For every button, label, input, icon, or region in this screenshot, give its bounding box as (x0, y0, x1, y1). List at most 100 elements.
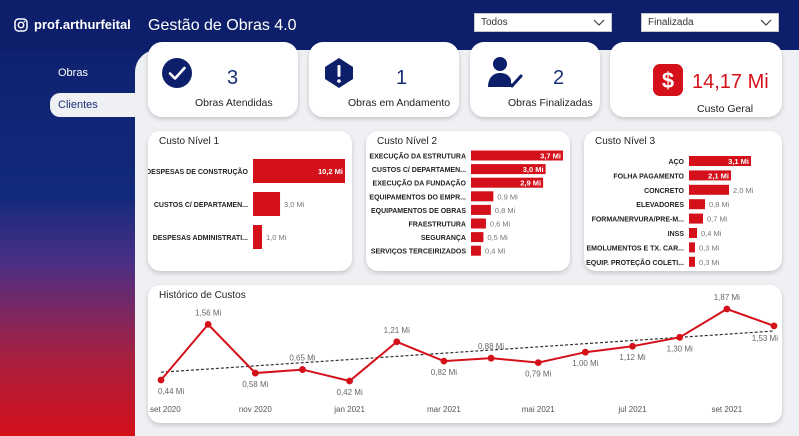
chart-title: Histórico de Custos (159, 290, 246, 301)
chart-title: Custo Nível 1 (159, 136, 220, 147)
kpi-obras-finalizadas: 2 Obras Finalizadas (470, 42, 600, 117)
data-point[interactable] (157, 376, 165, 384)
point-value-label: 0,79 Mi (525, 370, 551, 379)
data-point[interactable] (487, 354, 495, 362)
data-point[interactable] (440, 357, 448, 365)
x-tick-label: jul 2021 (618, 405, 648, 414)
custo-nivel-3-panel: Custo Nível 3 AÇO 3,1 Mi FOLHA PAGAMENTO 2,… (584, 131, 782, 271)
nav-item-obras[interactable]: Obras (50, 61, 136, 85)
data-point[interactable] (581, 348, 589, 356)
bar-value-label: 2,1 Mi (708, 171, 729, 180)
bar[interactable] (253, 192, 281, 216)
data-point[interactable] (204, 320, 212, 328)
kpi-value: 14,17 Mi (692, 71, 769, 93)
bar-value-label: 0,6 Mi (490, 220, 511, 229)
point-value-label: 0,42 Mi (336, 388, 362, 397)
bar[interactable] (689, 156, 751, 166)
bar-category-label: SERVIÇOS TERCEIRIZADOS (371, 249, 466, 256)
bar-value-label: 2,0 Mi (733, 186, 754, 195)
bar[interactable] (689, 184, 729, 195)
user-check-icon (487, 55, 523, 94)
bar[interactable] (471, 177, 544, 188)
bar-value-label: 0,9 Mi (497, 192, 518, 201)
chart-title: Custo Nível 3 (595, 136, 656, 147)
status-filter-dropdown[interactable]: Todos (474, 13, 612, 32)
bar-category-label: EXECUÇÃO DA ESTRUTURA (369, 152, 466, 161)
point-value-label: 1,30 Mi (667, 344, 693, 353)
nav-item-label: Obras (58, 67, 88, 79)
bar[interactable] (471, 164, 546, 175)
page-title: Gestão de Obras 4.0 (148, 17, 297, 34)
bar-value-label: 3,7 Mi (540, 152, 561, 161)
brand-handle: prof.arthurfeital (34, 17, 131, 32)
bar-category-label: EMOLUMENTOS E TX. CAR... (587, 245, 685, 252)
chevron-down-icon (760, 19, 772, 26)
bar[interactable] (253, 225, 263, 249)
bar[interactable] (471, 218, 486, 229)
kpi-label: Obras Finalizadas (508, 97, 593, 109)
data-point[interactable] (346, 377, 354, 385)
bar-value-label: 0,3 Mi (699, 258, 720, 267)
kpi-obras-andamento: 1 Obras em Andamento (309, 42, 459, 117)
bar-value-label: 0,3 Mi (699, 243, 720, 252)
data-point[interactable] (676, 333, 684, 341)
bar-category-label: CUSTOS C/ DEPARTAMEN... (372, 167, 466, 174)
historico-custos-panel: Histórico de Custos 0,44 Mi 1,56 Mi 0,58 M… (148, 285, 782, 423)
bar-category-label: FORMA/NERVURA/PRE-M... (592, 217, 684, 224)
point-value-label: 1,87 Mi (714, 293, 740, 302)
bar-value-label: 0,8 Mi (709, 200, 730, 209)
kpi-value: 2 (553, 67, 565, 89)
bar[interactable] (471, 191, 494, 202)
point-value-label: 1,53 Mi (752, 334, 778, 343)
bar-value-label: 3,1 Mi (728, 157, 749, 166)
check-circle-icon (161, 57, 193, 94)
custo-nivel-1-panel: Custo Nível 1 DESPESAS DE CONSTRUÇÃO 10,2… (148, 131, 352, 271)
dollar-icon: $ (653, 64, 683, 101)
bar-value-label: 0,4 Mi (485, 247, 506, 256)
bar-category-label: CONCRETO (644, 188, 684, 195)
instagram-icon (14, 17, 28, 32)
bar-category-label: EXECUÇÃO DA FUNDAÇÃO (373, 179, 467, 188)
kpi-value: 1 (396, 67, 408, 89)
x-tick-label: set 2021 (711, 405, 742, 414)
bar[interactable] (689, 256, 695, 267)
bar[interactable] (471, 232, 484, 243)
bar[interactable] (689, 213, 703, 224)
point-value-label: 1,00 Mi (572, 359, 598, 368)
data-point[interactable] (723, 305, 731, 313)
x-tick-label: set 2020 (150, 405, 181, 414)
bar-category-label: EQUIP. PROTEÇÃO COLETI... (586, 258, 684, 267)
bar[interactable] (471, 150, 563, 161)
historico-custos-chart: 0,44 Mi 1,56 Mi 0,58 Mi 0,65 Mi 0,42 Mi 1,21 … (150, 293, 778, 414)
custo-nivel-2-chart: EXECUÇÃO DA ESTRUTURA 3,7 Mi CUSTOS C/ DEP… (369, 150, 563, 256)
custo-nivel-2-panel: Custo Nível 2 EXECUÇÃO DA ESTRUTURA 3,7 M… (366, 131, 570, 271)
bar-category-label: INSS (668, 231, 685, 238)
bar[interactable] (689, 242, 695, 253)
data-point[interactable] (251, 369, 259, 377)
bar[interactable] (689, 228, 697, 238)
bar-value-label: 1,0 Mi (266, 233, 287, 242)
bar-category-label: FRAESTRUTURA (408, 222, 466, 229)
kpi-label: Obras Atendidas (195, 97, 273, 109)
data-point[interactable] (770, 322, 778, 330)
data-point[interactable] (393, 338, 401, 346)
status-filter-value: Todos (481, 17, 508, 28)
data-point[interactable] (629, 342, 636, 350)
bar[interactable] (471, 204, 491, 215)
point-value-label: 0,82 Mi (431, 368, 457, 377)
bar-category-label: DESPESAS DE CONSTRUÇÃO (148, 167, 249, 176)
situation-filter-value: Finalizada (648, 17, 694, 28)
situation-filter-dropdown[interactable]: Finalizada (641, 13, 779, 32)
point-value-label: 0,88 Mi (478, 342, 504, 351)
data-point[interactable] (299, 366, 306, 373)
nav-item-clientes[interactable]: Clientes (50, 93, 136, 117)
bar-category-label: EQUIPAMENTOS DE OBRAS (371, 208, 466, 215)
data-point[interactable] (534, 359, 542, 367)
bar[interactable] (471, 245, 481, 256)
bar[interactable] (253, 159, 345, 183)
bar[interactable] (689, 199, 705, 210)
bar-category-label: EQUIPAMENTOS DO EMPR... (369, 194, 466, 201)
bar[interactable] (689, 170, 731, 181)
point-value-label: 0,58 Mi (242, 380, 268, 389)
bar-category-label: DESPESAS ADMINISTRATI... (153, 235, 248, 242)
